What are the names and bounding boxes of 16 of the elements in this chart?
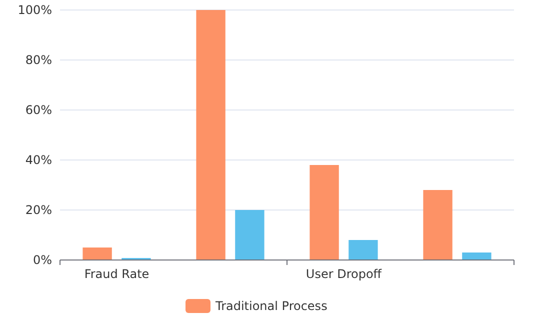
x-tick-label: User Dropoff xyxy=(306,267,382,281)
bar xyxy=(235,210,264,260)
bar xyxy=(423,190,452,260)
legend-label: Traditional Process xyxy=(214,299,328,314)
bar xyxy=(310,165,339,260)
y-tick-label: 40% xyxy=(25,153,52,168)
y-tick-label: 0% xyxy=(32,253,52,268)
bar xyxy=(462,252,492,260)
y-tick-label: 100% xyxy=(18,3,52,18)
bar xyxy=(196,10,226,260)
bar xyxy=(348,240,378,260)
x-tick-label: Fraud Rate xyxy=(84,267,150,281)
bar xyxy=(82,248,112,260)
y-tick-label: 80% xyxy=(25,53,52,68)
y-tick-label: 60% xyxy=(25,103,52,118)
y-tick-label: 20% xyxy=(25,203,52,218)
